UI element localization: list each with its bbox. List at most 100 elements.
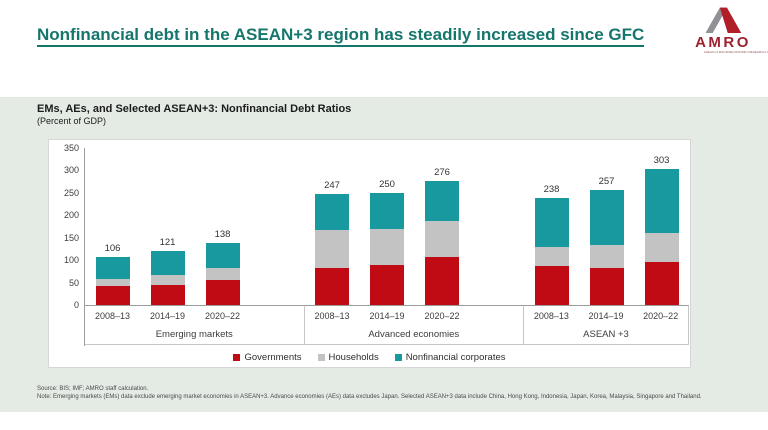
source-note: Source: BIS; IMF; AMRO staff calculation… (37, 386, 149, 392)
legend-swatch-icon (317, 354, 325, 361)
y-tick-label: 250 (63, 187, 79, 198)
bar-segment-nonfinancial-corporates (150, 250, 185, 275)
stacked-bar (425, 181, 459, 305)
legend-item: Governments (233, 352, 302, 363)
legend-item: Nonfinancial corporates (394, 352, 506, 363)
y-tick-label: 150 (63, 232, 79, 243)
legend-item: Households (317, 352, 379, 363)
plot-area: 0 50 100 150 200 250 300 350 106 121 138 2008–13 20… (64, 143, 689, 346)
group-cell: 106 121 138 2008–13 2014–19 2020–22 Emerging m… (85, 148, 305, 346)
period-label: 2008–13 (94, 310, 131, 321)
bar-segment-households (150, 274, 185, 285)
bar-segment-nonfinancial-corporates (205, 243, 240, 269)
legend-label: Governments (244, 352, 302, 363)
period-label: 2020–22 (643, 310, 679, 321)
bar-total-label: 247 (324, 180, 340, 192)
bar: 121 (140, 148, 195, 305)
bar-segment-governments (95, 285, 130, 305)
period-row: 2008–13 2014–19 2020–22 (524, 306, 688, 325)
bar-segment-governments (425, 257, 459, 305)
bar-segment-nonfinancial-corporates (589, 189, 624, 246)
legend-swatch-icon (394, 354, 402, 361)
stacked-bar (95, 257, 130, 305)
period-label: 2008–13 (314, 310, 350, 321)
bar-total-label: 257 (598, 175, 615, 187)
amro-logo-icon (705, 7, 742, 33)
bar-segment-nonfinancial-corporates (425, 181, 459, 222)
bar: 247 (305, 148, 360, 305)
bar-segment-nonfinancial-corporates (644, 169, 679, 234)
period-label: 2014–19 (369, 310, 405, 321)
bar-segment-households (95, 278, 130, 286)
group-cell: 247 250 276 2008–13 2014–19 2020–22 Advanced e… (304, 148, 525, 346)
footnotes: Source: BIS; IMF; AMRO staff calculation… (37, 386, 752, 401)
bar: 250 (360, 148, 415, 305)
legend-label: Nonfinancial corporates (405, 352, 506, 363)
amro-logo: AMRO ASEAN+3 MACROECONOMIC RESEARCH OFFI… (686, 6, 768, 57)
stacked-bar (534, 198, 569, 305)
bar: 138 (195, 148, 250, 305)
bar: 303 (634, 148, 689, 305)
bar-total-label: 138 (214, 229, 231, 241)
bar-segment-nonfinancial-corporates (370, 192, 404, 229)
group-cell: 238 257 303 2008–13 2014–19 2020–22 ASEAN +3 (524, 148, 689, 346)
y-axis: 0 50 100 150 200 250 300 350 (51, 143, 79, 310)
legend-label: Households (328, 352, 379, 363)
bar-total-label: 106 (104, 243, 121, 255)
chart-title: EMs, AEs, and Selected ASEAN+3: Nonfinan… (37, 103, 352, 115)
bar-segment-households (370, 228, 404, 266)
bar-segment-governments (534, 265, 569, 305)
period-row: 2008–13 2014–19 2020–22 (305, 306, 524, 325)
bar-segment-households (315, 230, 349, 268)
chart-legend: Governments Households Nonfinancial corpor… (49, 352, 690, 363)
bar-total-label: 276 (434, 167, 450, 179)
period-label: 2008–13 (533, 310, 569, 321)
period-label: 2014–19 (149, 310, 186, 321)
stacked-bar (589, 189, 624, 305)
stacked-bar (205, 243, 240, 305)
amro-logo-tagline: ASEAN+3 MACROECONOMIC RESEARCH OFFICE (703, 51, 768, 55)
axis-label-box: 2008–13 2014–19 2020–22 Emerging markets (85, 305, 305, 345)
axis-label-box: 2008–13 2014–19 2020–22 Advanced economies (304, 305, 524, 345)
bar-total-label: 238 (543, 184, 560, 196)
bar-segment-nonfinancial-corporates (534, 198, 569, 247)
bar-segment-governments (315, 267, 349, 305)
bar-segment-governments (150, 284, 185, 305)
bar: 238 (524, 148, 579, 305)
stacked-bar (370, 192, 404, 305)
period-label: 2014–19 (588, 310, 624, 321)
stacked-bar (150, 250, 185, 305)
group-label: ASEAN +3 (583, 329, 629, 340)
bar-segment-households (534, 246, 569, 266)
bar-segment-governments (644, 261, 679, 305)
bar: 257 (579, 148, 634, 305)
bar-segment-governments (370, 265, 404, 305)
axis-label-box: 2008–13 2014–19 2020–22 ASEAN +3 (524, 305, 689, 345)
stacked-bar (315, 194, 349, 305)
amro-logo-text: AMRO (695, 34, 751, 51)
period-label: 2020–22 (424, 310, 460, 321)
y-tick-label: 300 (63, 165, 79, 176)
bar-segment-governments (589, 267, 624, 305)
y-tick-label: 0 (73, 300, 79, 310)
slide-title: Nonfinancial debt in the ASEAN+3 region … (37, 24, 657, 47)
legend-swatch-icon (233, 354, 241, 361)
y-tick-label: 350 (63, 143, 79, 153)
chart-panel: 0 50 100 150 200 250 300 350 106 121 138 2008–13 20… (48, 139, 691, 368)
bar-segment-nonfinancial-corporates (315, 194, 349, 231)
bar-total-label: 250 (379, 178, 395, 190)
period-label: 2020–22 (204, 310, 241, 321)
bar-total-label: 303 (653, 155, 670, 167)
y-tick-label: 100 (63, 255, 79, 266)
bars-row: 247 250 276 (305, 148, 525, 305)
bars-row: 106 121 138 (85, 148, 305, 305)
y-tick-label: 50 (68, 277, 79, 288)
bars-row: 238 257 303 (524, 148, 689, 305)
bar-total-label: 121 (159, 236, 176, 248)
bar-segment-households (425, 221, 459, 258)
chart-heading: EMs, AEs, and Selected ASEAN+3: Nonfinan… (37, 103, 351, 126)
data-note: Note: Emerging markets (EMs) data exclud… (37, 393, 702, 400)
stacked-bar (644, 169, 679, 305)
bar-segment-households (205, 268, 240, 280)
